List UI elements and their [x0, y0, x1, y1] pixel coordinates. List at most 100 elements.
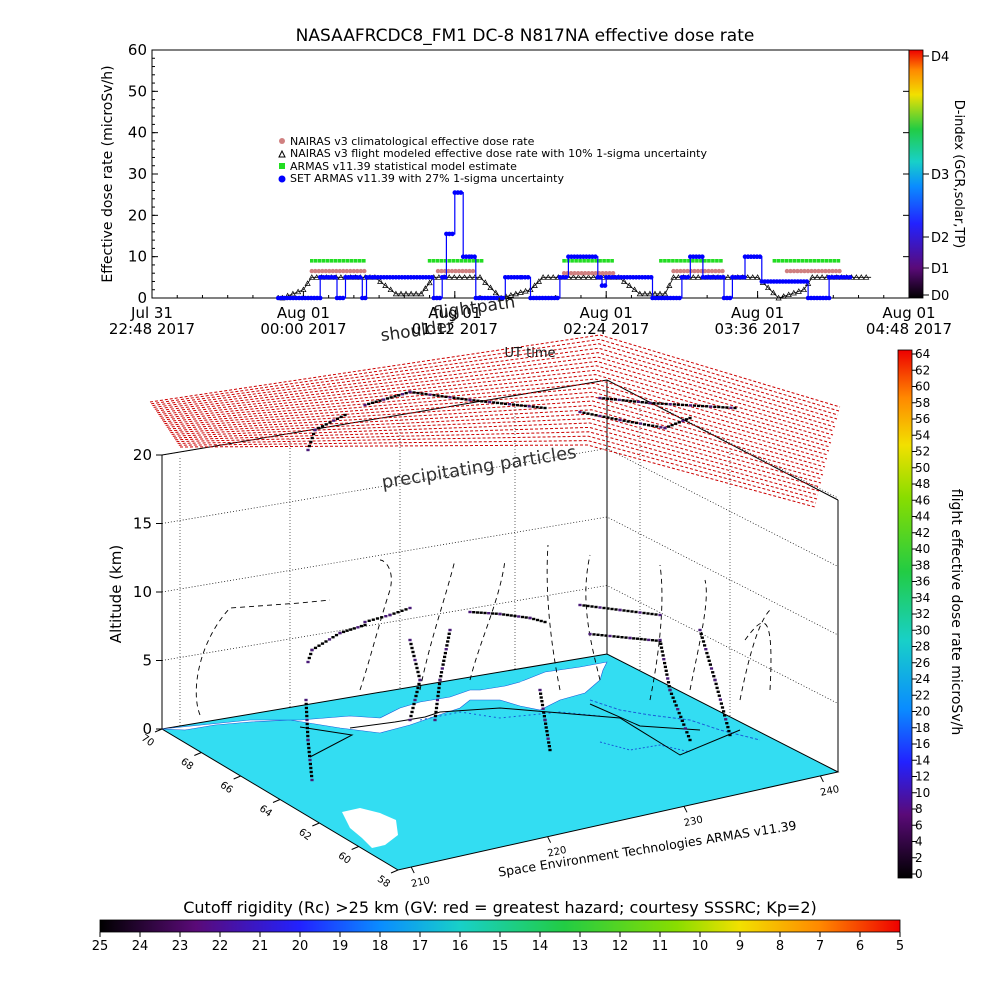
point-nairas-clim: [575, 271, 581, 276]
point-nairas-clim: [671, 268, 676, 274]
altitude-axis-label: Altitude (km): [107, 545, 125, 643]
point-armas-model: [824, 259, 829, 263]
flight-dose-point: [647, 638, 651, 642]
point-nairas-clim: [802, 268, 807, 274]
flight-dose-point: [594, 605, 598, 609]
dose-tick-label: 42: [915, 526, 930, 540]
flight-dose-point: [418, 678, 422, 682]
point-nairas-clim: [579, 271, 584, 276]
flight-dose-point: [308, 762, 312, 766]
point-armas-model: [695, 259, 699, 263]
flight-dose-point: [412, 391, 416, 394]
flight-dose-point: [320, 642, 325, 645]
point-set-armas: [593, 254, 598, 259]
flight-dose-point: [448, 396, 452, 399]
point-nairas-flight: [631, 286, 638, 293]
particle-grid-line: [151, 338, 840, 412]
flight-dose-point: [630, 610, 634, 613]
point-set-armas: [500, 295, 506, 301]
map-coast-detail-3: [419, 711, 601, 721]
point-armas-model: [582, 259, 586, 263]
flight-dose-point: [677, 711, 681, 715]
flight-dose-point: [447, 632, 451, 635]
dose-tick-label: 54: [915, 428, 930, 442]
point-nairas-flight: [451, 274, 458, 280]
flight-dose-point: [721, 406, 725, 409]
rigidity-tick-label: 5: [896, 939, 904, 954]
point-armas-model: [362, 259, 366, 263]
flight-dose-point: [682, 723, 686, 726]
point-armas-model: [804, 259, 809, 263]
flight-dose-point: [729, 406, 733, 409]
top-y-tick-label: 50: [128, 82, 147, 100]
dose-colorbar-label: flight effective dose rate microSv/h: [948, 489, 964, 735]
flight-dose-point: [681, 419, 685, 423]
latitude-tick-label: 62: [296, 827, 313, 843]
flight-dose-point: [704, 648, 708, 651]
flight-dose-point: [662, 658, 666, 661]
point-armas-model: [330, 259, 334, 263]
point-armas-model: [578, 259, 582, 263]
point-armas-model: [475, 259, 480, 263]
flight-dose-point: [468, 610, 472, 614]
flight-dose-point: [592, 633, 596, 636]
flight-dose-point: [590, 413, 594, 416]
flight-dose-point: [442, 659, 446, 662]
flight-dose-point: [370, 401, 375, 404]
flight-dose-point: [409, 714, 413, 718]
flight-dose-point: [684, 403, 688, 407]
flight-dose-point: [415, 666, 419, 670]
top-x-tick-date: Aug 01: [428, 304, 481, 322]
flight-dose-point: [374, 400, 378, 403]
flight-dose-point: [648, 401, 652, 405]
point-nairas-clim: [470, 268, 476, 274]
flight-dose-point: [428, 393, 432, 396]
flight-dose-point: [416, 391, 420, 395]
altitude-gridline: [161, 585, 839, 704]
point-armas-model: [707, 259, 711, 263]
point-armas-model: [812, 259, 817, 263]
top-y-tick-label: 10: [128, 248, 147, 266]
point-armas-model: [792, 259, 797, 263]
dose-tick-label: 28: [915, 640, 930, 654]
point-armas-model: [820, 259, 825, 263]
flight-dose-point: [712, 675, 716, 678]
flight-dose-point: [543, 406, 547, 410]
latitude-tick-label: 66: [218, 780, 235, 796]
flight-dose-point: [490, 612, 495, 615]
flight-dose-point: [697, 404, 701, 408]
flight-dose-point: [667, 685, 671, 688]
dose-tick-label: 16: [915, 737, 930, 751]
flight-dose-point: [723, 714, 727, 717]
longitude-tick: [819, 775, 824, 783]
shoulder-overlay-label: shoulder: [379, 316, 455, 346]
map-land-peninsula: [520, 676, 560, 690]
dose-tick-label: 60: [915, 380, 930, 394]
point-nairas-flight: [775, 294, 782, 301]
flight-dose-point: [382, 398, 386, 401]
point-armas-model: [346, 259, 350, 263]
point-nairas-flight: [770, 289, 777, 296]
flight-dose-point: [634, 421, 638, 425]
particle-grid-line: [154, 352, 837, 424]
flight-dose-point: [725, 406, 729, 409]
dose-tick-label: 36: [915, 575, 930, 589]
flight-dose-point: [588, 632, 592, 636]
dose-tick-label: 4: [915, 835, 923, 849]
flight-dose-point: [305, 710, 309, 714]
flight-dose-point: [416, 686, 420, 690]
flight-dose-point: [411, 650, 415, 654]
flight-dose-point: [717, 405, 721, 409]
point-armas-model: [590, 259, 594, 263]
flight-dose-point: [375, 617, 380, 620]
flight-dose-point: [345, 629, 349, 632]
flight-dose-point: [664, 669, 668, 672]
trajectory-curve: [744, 622, 772, 691]
point-armas-model: [691, 259, 695, 263]
particle-grid-line: [170, 409, 824, 476]
flight-dose-point: [338, 631, 342, 635]
legend-label-nairas-clim: NAIRAS v3 climatological effective dose …: [290, 135, 535, 148]
flight-dose-point: [701, 404, 705, 408]
legend-label-set-armas: SET ARMAS v11.39 with 27% 1-sigma uncert…: [290, 172, 564, 185]
